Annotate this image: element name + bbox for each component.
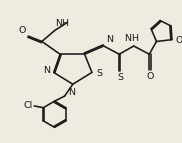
Text: NH: NH — [56, 19, 70, 28]
Text: Cl: Cl — [23, 101, 32, 110]
Text: N: N — [68, 88, 75, 97]
Text: H: H — [131, 34, 138, 43]
Text: O: O — [176, 36, 182, 45]
Text: N: N — [43, 66, 50, 76]
Text: S: S — [117, 73, 123, 82]
Text: N: N — [125, 34, 132, 43]
Text: O: O — [19, 26, 26, 35]
Text: N: N — [106, 35, 113, 44]
Text: S: S — [96, 69, 102, 78]
Text: O: O — [147, 72, 154, 81]
